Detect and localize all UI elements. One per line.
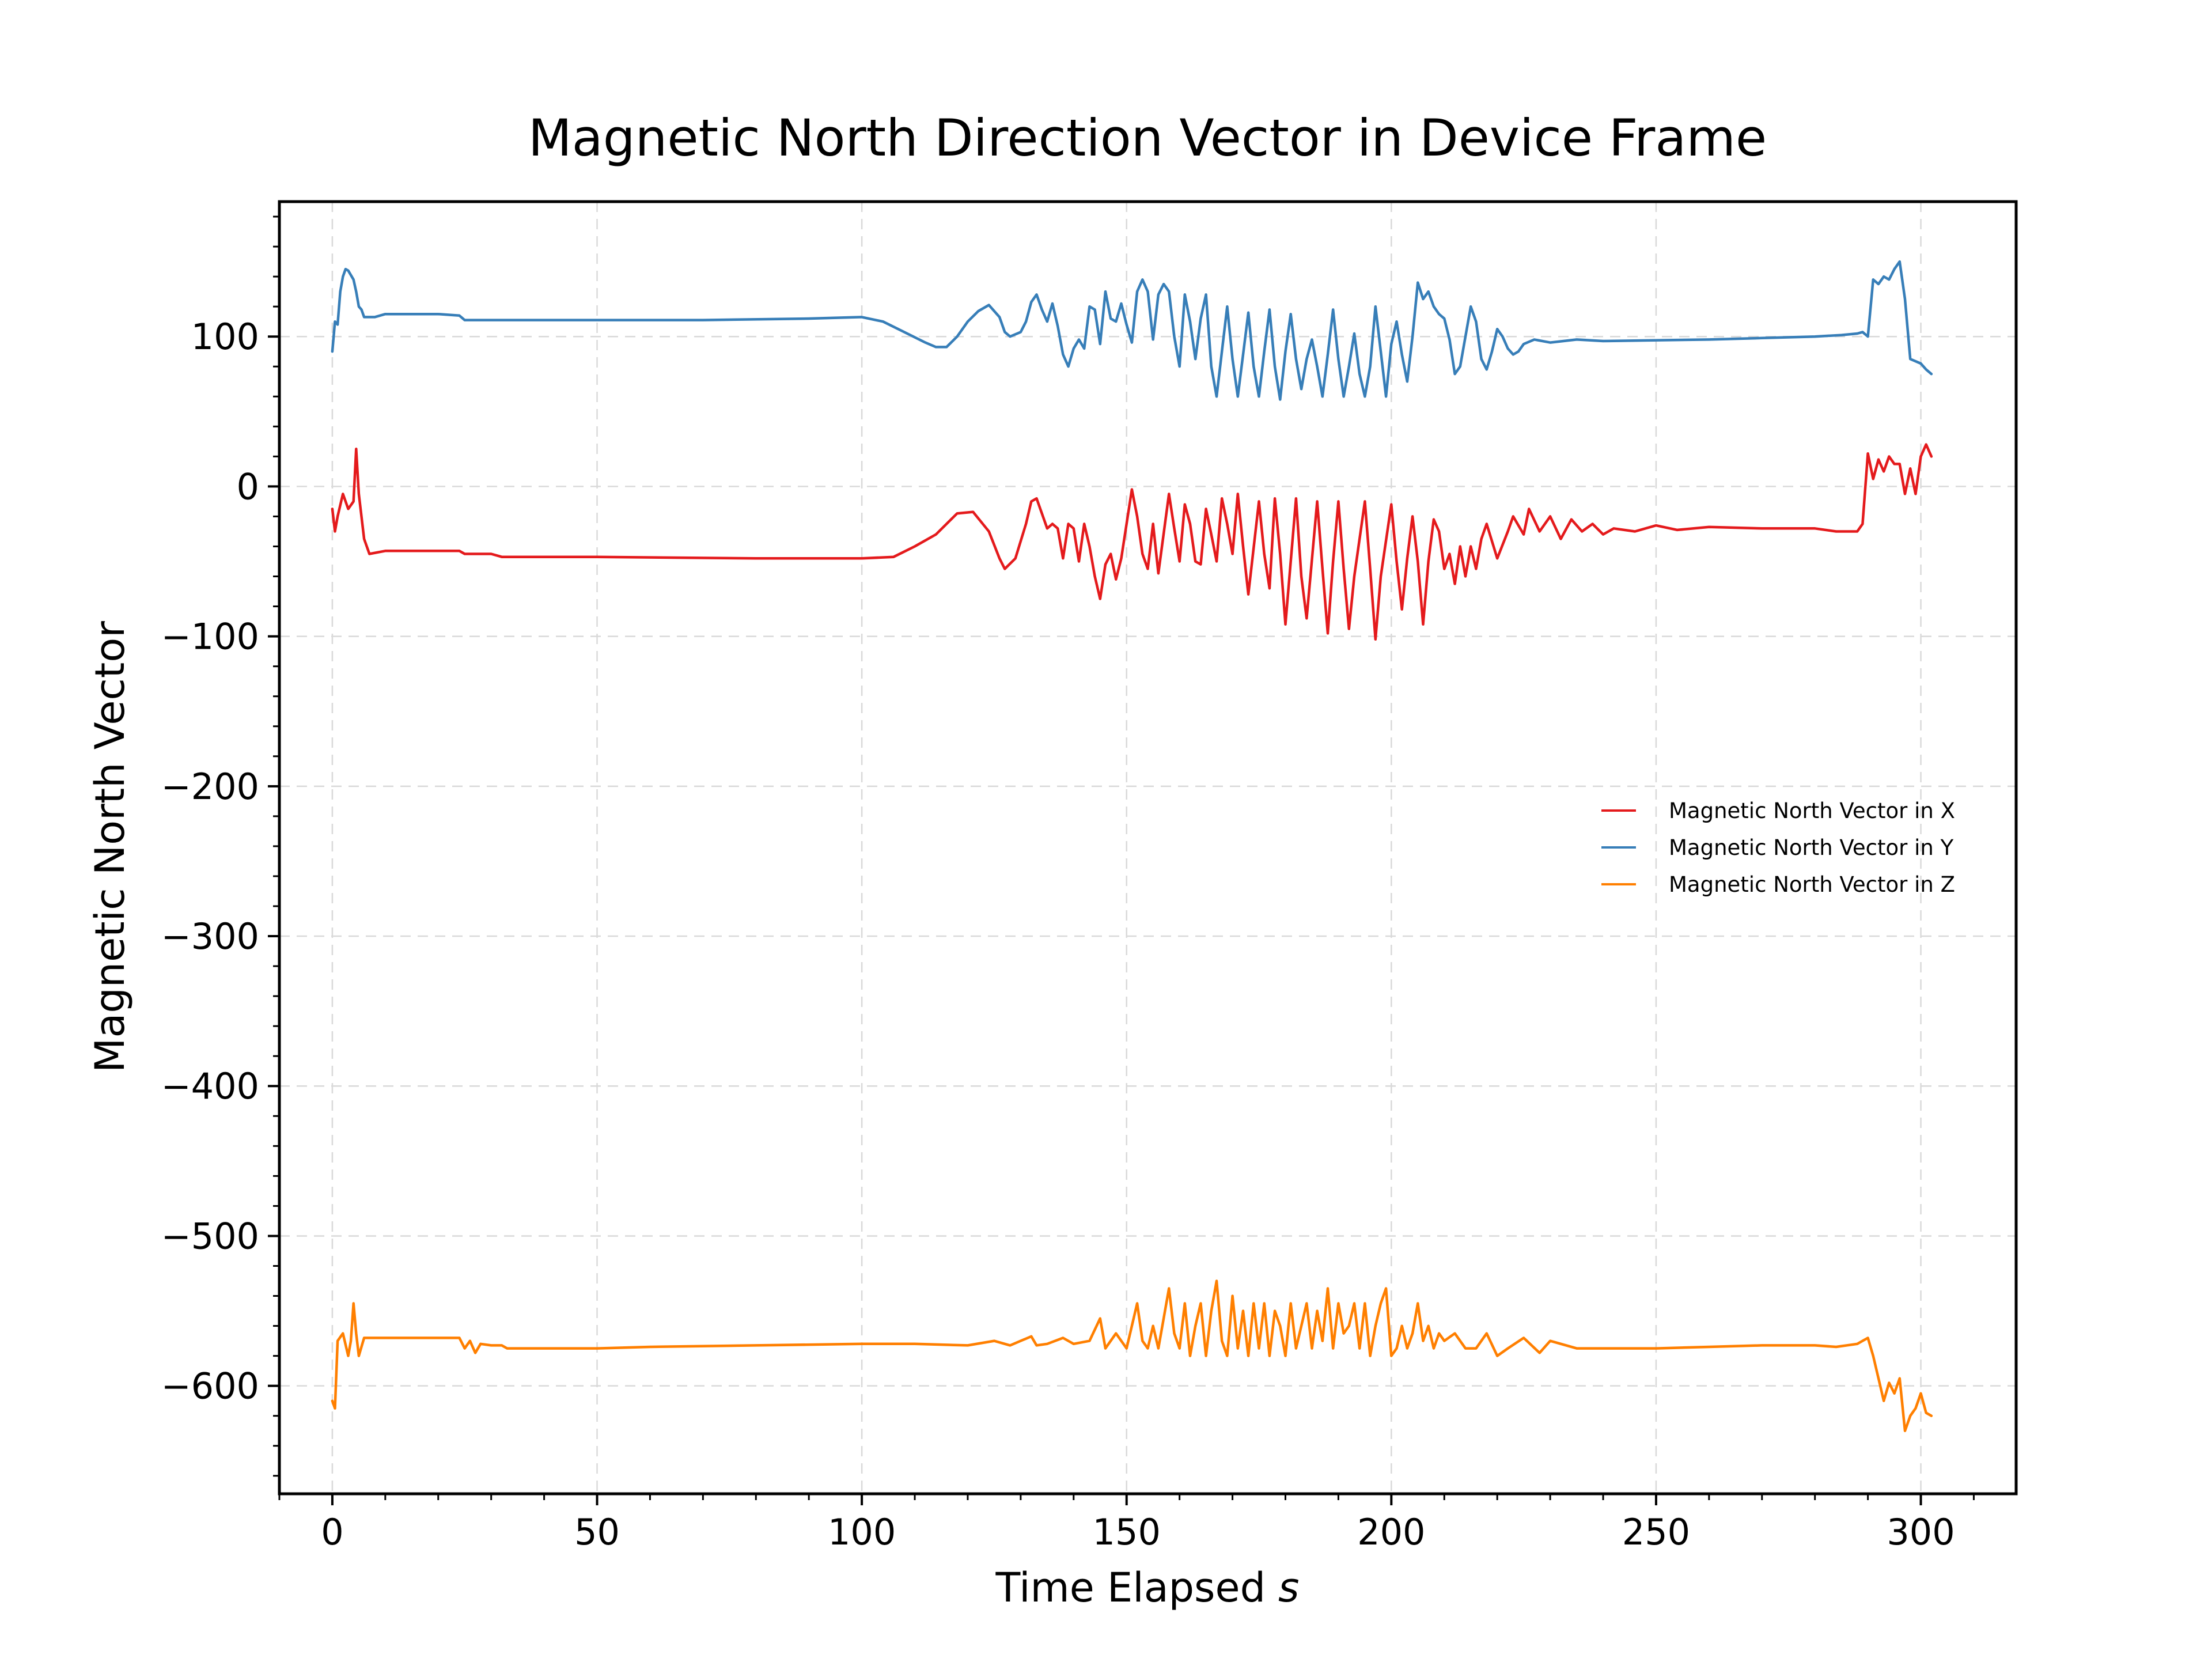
x-tick-label: 100 xyxy=(828,1511,896,1553)
x-axis-label-text: Time Elapsed xyxy=(995,1564,1266,1611)
series-line-y xyxy=(331,260,1933,401)
y-tick-label: −300 xyxy=(161,915,259,957)
legend: Magnetic North Vector in X Magnetic Nort… xyxy=(1601,798,1955,897)
x-tick-label: 0 xyxy=(321,1511,343,1553)
x-tick-label: 250 xyxy=(1622,1511,1690,1553)
x-axis-label-unit: s xyxy=(1278,1564,1299,1611)
x-tick-label: 300 xyxy=(1887,1511,1955,1553)
y-tick-label: −100 xyxy=(161,616,259,658)
y-tick-label: 0 xyxy=(237,465,259,508)
legend-label-z: Magnetic North Vector in Z xyxy=(1669,872,1955,897)
legend-label-y: Magnetic North Vector in Y xyxy=(1669,835,1954,860)
x-tick-label: 150 xyxy=(1093,1511,1161,1553)
series-lines xyxy=(331,260,1933,1432)
y-tick-label: −400 xyxy=(161,1065,259,1107)
grid-lines xyxy=(279,202,2016,1494)
y-tick-label: −600 xyxy=(161,1365,259,1407)
y-tick-label: −500 xyxy=(161,1215,259,1257)
y-tick-label: 100 xyxy=(191,316,259,358)
chart-title: Magnetic North Direction Vector in Devic… xyxy=(528,108,1767,168)
x-tick-label: 200 xyxy=(1357,1511,1425,1553)
series-line-x xyxy=(331,443,1933,641)
y-tick-label: −200 xyxy=(161,766,259,808)
y-axis-label: Magnetic North Vector xyxy=(86,621,134,1073)
x-tick-label: 50 xyxy=(574,1511,620,1553)
x-axis-label: Time Elapsed s xyxy=(995,1564,1299,1611)
plot-frame xyxy=(278,200,2018,1496)
tick-labels: 0 50 100 150 200 250 300 100 0 −100 −200 −300 −400 −5… xyxy=(161,316,1955,1553)
series-line-z xyxy=(331,1279,1933,1432)
legend-label-x: Magnetic North Vector in X xyxy=(1669,798,1955,823)
